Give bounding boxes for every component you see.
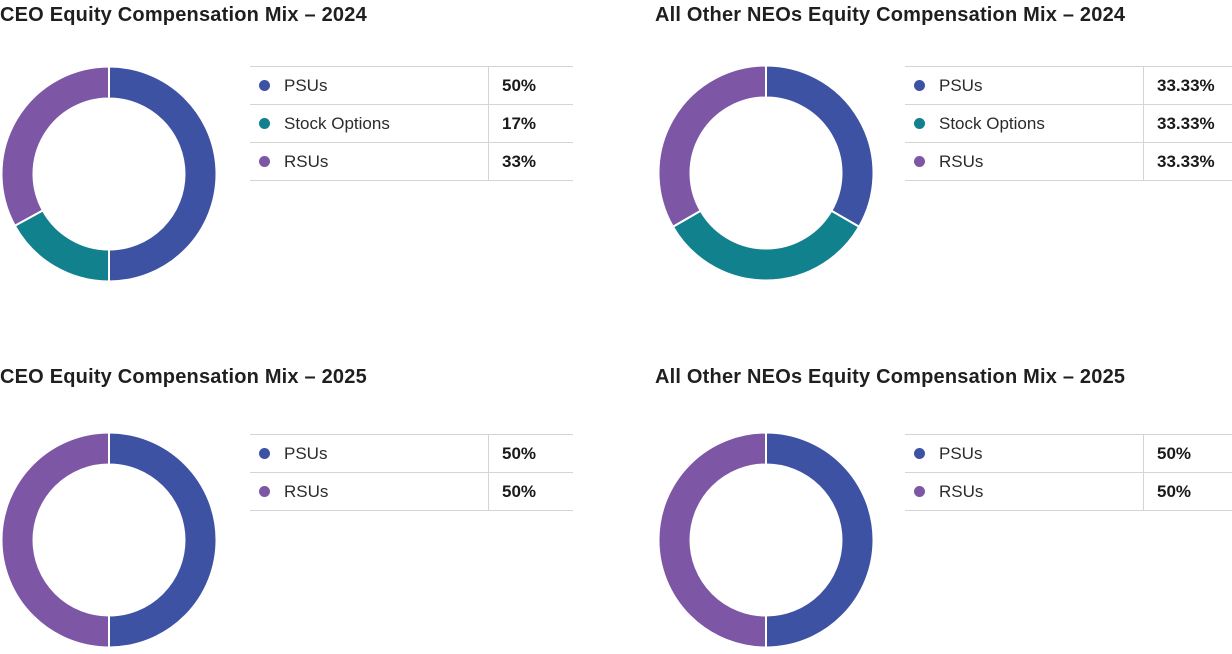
legend-value: 33%: [502, 151, 537, 171]
legend-value-cell: 33.33%: [1143, 143, 1232, 180]
legend-value: 50%: [502, 481, 537, 501]
legend-label-cell: PSUs: [905, 435, 1143, 472]
donut-segment-psus: [108, 65, 218, 283]
legend-label: PSUs: [939, 443, 983, 463]
legend-row: RSUs 50%: [250, 472, 573, 510]
legend-row: PSUs 50%: [250, 434, 573, 472]
legend-dot-icon: [259, 486, 270, 497]
legend-value: 50%: [1157, 443, 1192, 463]
chart-title-neo-2025: All Other NEOs Equity Compensation Mix –…: [655, 366, 1126, 388]
legend-label: RSUs: [939, 151, 984, 171]
chart-title-ceo-2024: CEO Equity Compensation Mix – 2024: [0, 4, 367, 26]
legend-label: RSUs: [284, 151, 329, 171]
donut-segment-rsus: [657, 64, 767, 228]
donut-segment-stock-options: [13, 209, 110, 283]
legend-value: 50%: [502, 443, 537, 463]
donut-segment-stock-options: [671, 209, 861, 282]
legend-dot-icon: [914, 156, 925, 167]
legend-value: 33.33%: [1157, 151, 1215, 171]
legend-value-cell: 50%: [1143, 473, 1232, 510]
legend-label: RSUs: [284, 481, 329, 501]
legend-label-cell: Stock Options: [250, 105, 488, 142]
legend-dot-icon: [259, 448, 270, 459]
legend-value-cell: 17%: [488, 105, 573, 142]
donut-segment-psus: [765, 64, 875, 228]
legend-label-cell: PSUs: [905, 67, 1143, 104]
legend-row: RSUs 50%: [905, 472, 1232, 510]
legend-value-cell: 50%: [488, 473, 573, 510]
legend-label-cell: PSUs: [250, 435, 488, 472]
legend-table-neo-2024: PSUs 33.33% Stock Options 33.33% RSUs 33.33%: [905, 66, 1232, 181]
legend-row: Stock Options 17%: [250, 104, 573, 142]
legend-dot-icon: [914, 80, 925, 91]
legend-label: Stock Options: [939, 113, 1045, 133]
legend-row: PSUs 33.33%: [905, 66, 1232, 104]
donut-chart-neo-2024: [657, 64, 875, 282]
legend-value-cell: 50%: [1143, 435, 1232, 472]
legend-row: RSUs 33%: [250, 142, 573, 180]
donut-segment-rsus: [657, 431, 767, 649]
donut-segment-psus: [108, 431, 218, 649]
legend-label-cell: RSUs: [250, 143, 488, 180]
legend-dot-icon: [259, 156, 270, 167]
legend-label-cell: Stock Options: [905, 105, 1143, 142]
legend-dot-icon: [914, 118, 925, 129]
chart-title-neo-2024: All Other NEOs Equity Compensation Mix –…: [655, 4, 1126, 26]
legend-value-cell: 33%: [488, 143, 573, 180]
legend-value-cell: 50%: [488, 435, 573, 472]
legend-table-ceo-2025: PSUs 50% RSUs 50%: [250, 434, 573, 511]
chart-title-ceo-2025: CEO Equity Compensation Mix – 2025: [0, 366, 367, 388]
legend-dot-icon: [259, 118, 270, 129]
legend-dot-icon: [914, 486, 925, 497]
legend-row: PSUs 50%: [250, 66, 573, 104]
legend-dot-icon: [259, 80, 270, 91]
legend-label-cell: RSUs: [905, 473, 1143, 510]
legend-value: 50%: [1157, 481, 1192, 501]
legend-label: PSUs: [939, 75, 983, 95]
legend-label-cell: RSUs: [905, 143, 1143, 180]
legend-value-cell: 33.33%: [1143, 105, 1232, 142]
donut-segment-rsus: [0, 431, 110, 649]
legend-table-neo-2025: PSUs 50% RSUs 50%: [905, 434, 1232, 511]
legend-row: PSUs 50%: [905, 434, 1232, 472]
legend-value-cell: 33.33%: [1143, 67, 1232, 104]
legend-label-cell: PSUs: [250, 67, 488, 104]
legend-label: PSUs: [284, 443, 328, 463]
legend-label: Stock Options: [284, 113, 390, 133]
donut-chart-ceo-2025: [0, 431, 218, 649]
donut-segment-rsus: [0, 65, 110, 227]
legend-value: 33.33%: [1157, 75, 1215, 95]
legend-dot-icon: [914, 448, 925, 459]
legend-row: RSUs 33.33%: [905, 142, 1232, 180]
donut-chart-neo-2025: [657, 431, 875, 649]
legend-label-cell: RSUs: [250, 473, 488, 510]
legend-value: 17%: [502, 113, 537, 133]
legend-value: 33.33%: [1157, 113, 1215, 133]
legend-label: PSUs: [284, 75, 328, 95]
legend-value-cell: 50%: [488, 67, 573, 104]
donut-segment-psus: [765, 431, 875, 649]
legend-table-ceo-2024: PSUs 50% Stock Options 17% RSUs 33%: [250, 66, 573, 181]
donut-chart-ceo-2024: [0, 65, 218, 283]
legend-row: Stock Options 33.33%: [905, 104, 1232, 142]
legend-label: RSUs: [939, 481, 984, 501]
legend-value: 50%: [502, 75, 537, 95]
